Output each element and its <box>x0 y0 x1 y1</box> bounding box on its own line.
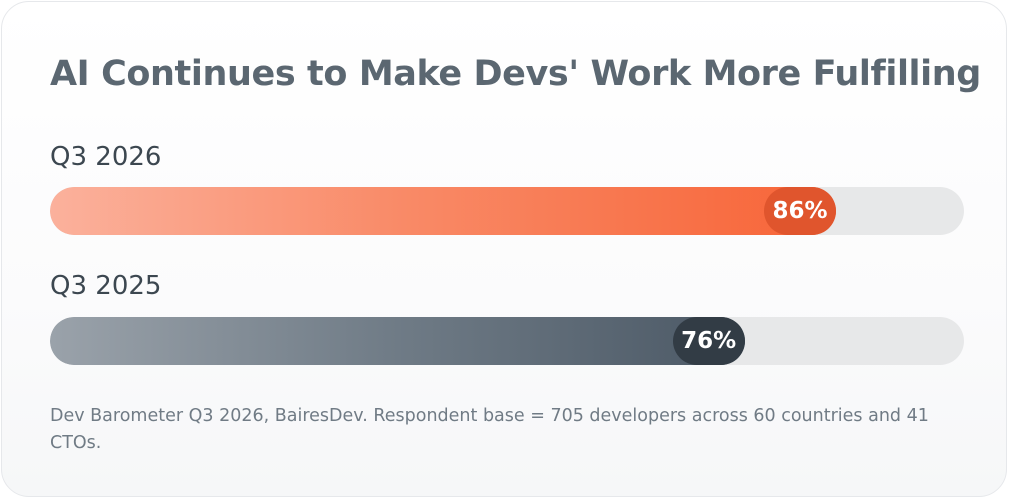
bar-track-q3-2025: 76% <box>50 317 964 365</box>
bar-fill-q3-2025: 76% <box>50 317 745 365</box>
source-note: Dev Barometer Q3 2026, BairesDev. Respon… <box>50 406 929 453</box>
bar-fill-q3-2026: 86% <box>50 187 837 235</box>
bar-label-q3-2025: Q3 2025 <box>50 271 162 301</box>
bar-label-q3-2026: Q3 2026 <box>50 142 162 172</box>
bar-value-label-q3-2026: 86% <box>764 187 837 235</box>
bar-track-q3-2026: 86% <box>50 187 964 235</box>
chart-title: AI Continues to Make Devs' Work More Ful… <box>50 54 981 94</box>
bar-value-label-q3-2025: 76% <box>672 317 745 365</box>
